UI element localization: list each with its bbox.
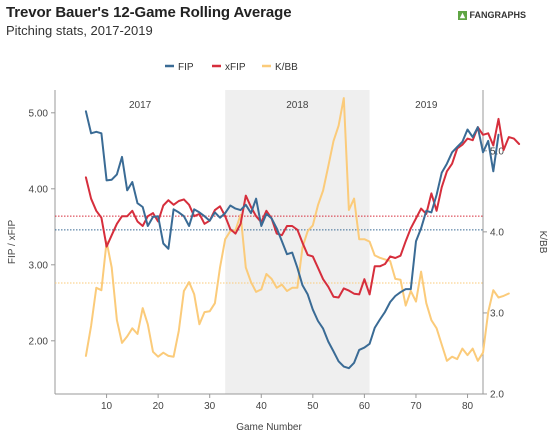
y-left-tick-label: 4.00 xyxy=(29,184,49,195)
y-axis-left-title: FIP / xFIP xyxy=(7,220,18,265)
x-tick-label: 60 xyxy=(359,401,371,412)
brand-logo: FANGRAPHS xyxy=(458,10,526,20)
x-tick-label: 20 xyxy=(153,401,165,412)
x-tick-label: 30 xyxy=(204,401,216,412)
x-tick-label: 10 xyxy=(101,401,113,412)
y-right-tick-label: 5.0 xyxy=(490,146,504,157)
y-right-tick-label: 4.0 xyxy=(490,227,504,238)
series-line-kbb xyxy=(84,97,510,362)
y-left-tick-label: 2.00 xyxy=(29,336,49,347)
legend-label-kbb: K/BB xyxy=(275,62,298,73)
y-left-tick-label: 3.00 xyxy=(29,260,49,271)
legend-label-fip: FIP xyxy=(178,62,194,73)
series-line-fip xyxy=(84,110,500,370)
chart-title: Trevor Bauer's 12-Game Rolling Average xyxy=(6,4,292,21)
x-tick-label: 70 xyxy=(410,401,422,412)
season-label-2019: 2019 xyxy=(415,100,438,111)
y-right-tick-label: 2.0 xyxy=(490,390,504,401)
fangraphs-leaf-icon xyxy=(458,10,468,20)
y-left-tick-label: 5.00 xyxy=(29,108,49,119)
y-right-tick-label: 3.0 xyxy=(490,308,504,319)
season-shade-2018 xyxy=(225,90,370,394)
x-tick-label: 50 xyxy=(307,401,319,412)
x-tick-label: 40 xyxy=(256,401,268,412)
legend-label-xfip: xFIP xyxy=(225,62,246,73)
x-tick-label: 80 xyxy=(462,401,474,412)
season-label-2017: 2017 xyxy=(129,100,152,111)
chart-subtitle: Pitching stats, 2017-2019 xyxy=(6,23,153,38)
brand-name: FANGRAPHS xyxy=(469,10,526,20)
y-axis-right-title: K/BB xyxy=(537,231,548,254)
x-axis-title: Game Number xyxy=(236,422,302,433)
season-label-2018: 2018 xyxy=(286,100,309,111)
